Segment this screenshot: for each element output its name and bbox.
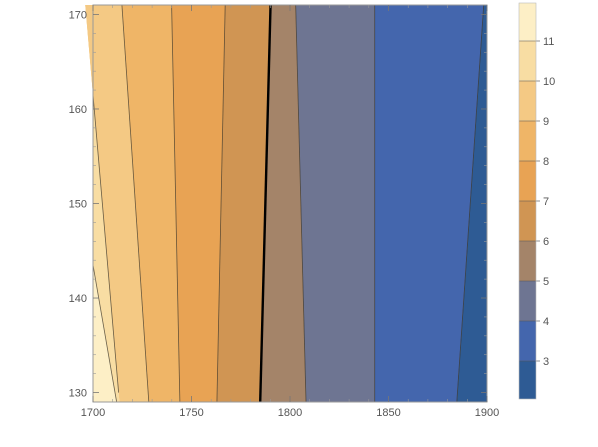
colorbar-tick-label: 4 — [543, 316, 549, 328]
colorbar-band — [519, 3, 536, 41]
y-tick-label: 130 — [69, 388, 87, 400]
contour-line — [259, 4, 272, 403]
x-axis: 1700 1750 1800 1850 1900 — [81, 5, 499, 419]
x-tick-label: 1850 — [376, 407, 400, 419]
colorbar-band — [519, 281, 536, 321]
colorbar-tick-label: 7 — [543, 196, 549, 208]
colorbar-tick-label: 5 — [543, 276, 549, 288]
x-tick-label: 1800 — [278, 407, 302, 419]
y-tick-label: 150 — [69, 199, 87, 211]
colorbar-band — [519, 241, 536, 281]
colorbar-band — [519, 361, 536, 399]
colorbar-band — [519, 201, 536, 241]
colorbar: 3 4 5 6 7 8 9 10 11 — [518, 2, 555, 400]
contour-band — [121, 5, 180, 402]
y-axis: 130 140 150 160 170 — [69, 9, 487, 400]
colorbar-band — [519, 41, 536, 81]
y-tick-label: 160 — [69, 104, 87, 116]
contour-band — [260, 5, 307, 402]
contour-line — [92, 94, 120, 393]
contour-line — [171, 4, 181, 403]
colorbar-frame — [518, 2, 537, 400]
contour-line — [121, 4, 150, 403]
colorbar-tick-label: 8 — [543, 156, 549, 168]
y-tick-label: 140 — [69, 293, 87, 305]
colorbar-band — [519, 161, 536, 201]
y-tick-label: 170 — [69, 9, 87, 21]
contour-line — [216, 4, 226, 403]
contour-band — [374, 5, 484, 402]
contour-band — [171, 5, 226, 402]
colorbar-tick-label: 10 — [543, 76, 555, 88]
contour-band — [85, 5, 149, 402]
x-tick-label: 1700 — [81, 407, 105, 419]
contour-band — [295, 5, 375, 402]
contour-band — [456, 5, 487, 402]
colorbar-tick-label: 9 — [543, 116, 549, 128]
contour-line — [295, 4, 307, 403]
contour-line — [92, 264, 118, 403]
colorbar-tick-label: 3 — [543, 356, 549, 368]
contour-band — [85, 5, 93, 95]
contour-regions — [85, 5, 487, 402]
colorbar-band — [519, 81, 536, 121]
colorbar-band — [519, 321, 536, 361]
colorbar-tick-label: 6 — [543, 236, 549, 248]
colorbar-band — [519, 121, 536, 161]
contour-line — [456, 4, 485, 403]
contour-lines — [92, 4, 485, 403]
x-tick-label: 1750 — [179, 407, 203, 419]
contour-band — [216, 5, 271, 402]
colorbar-tick-label: 11 — [543, 36, 554, 48]
x-tick-label: 1900 — [475, 407, 499, 419]
